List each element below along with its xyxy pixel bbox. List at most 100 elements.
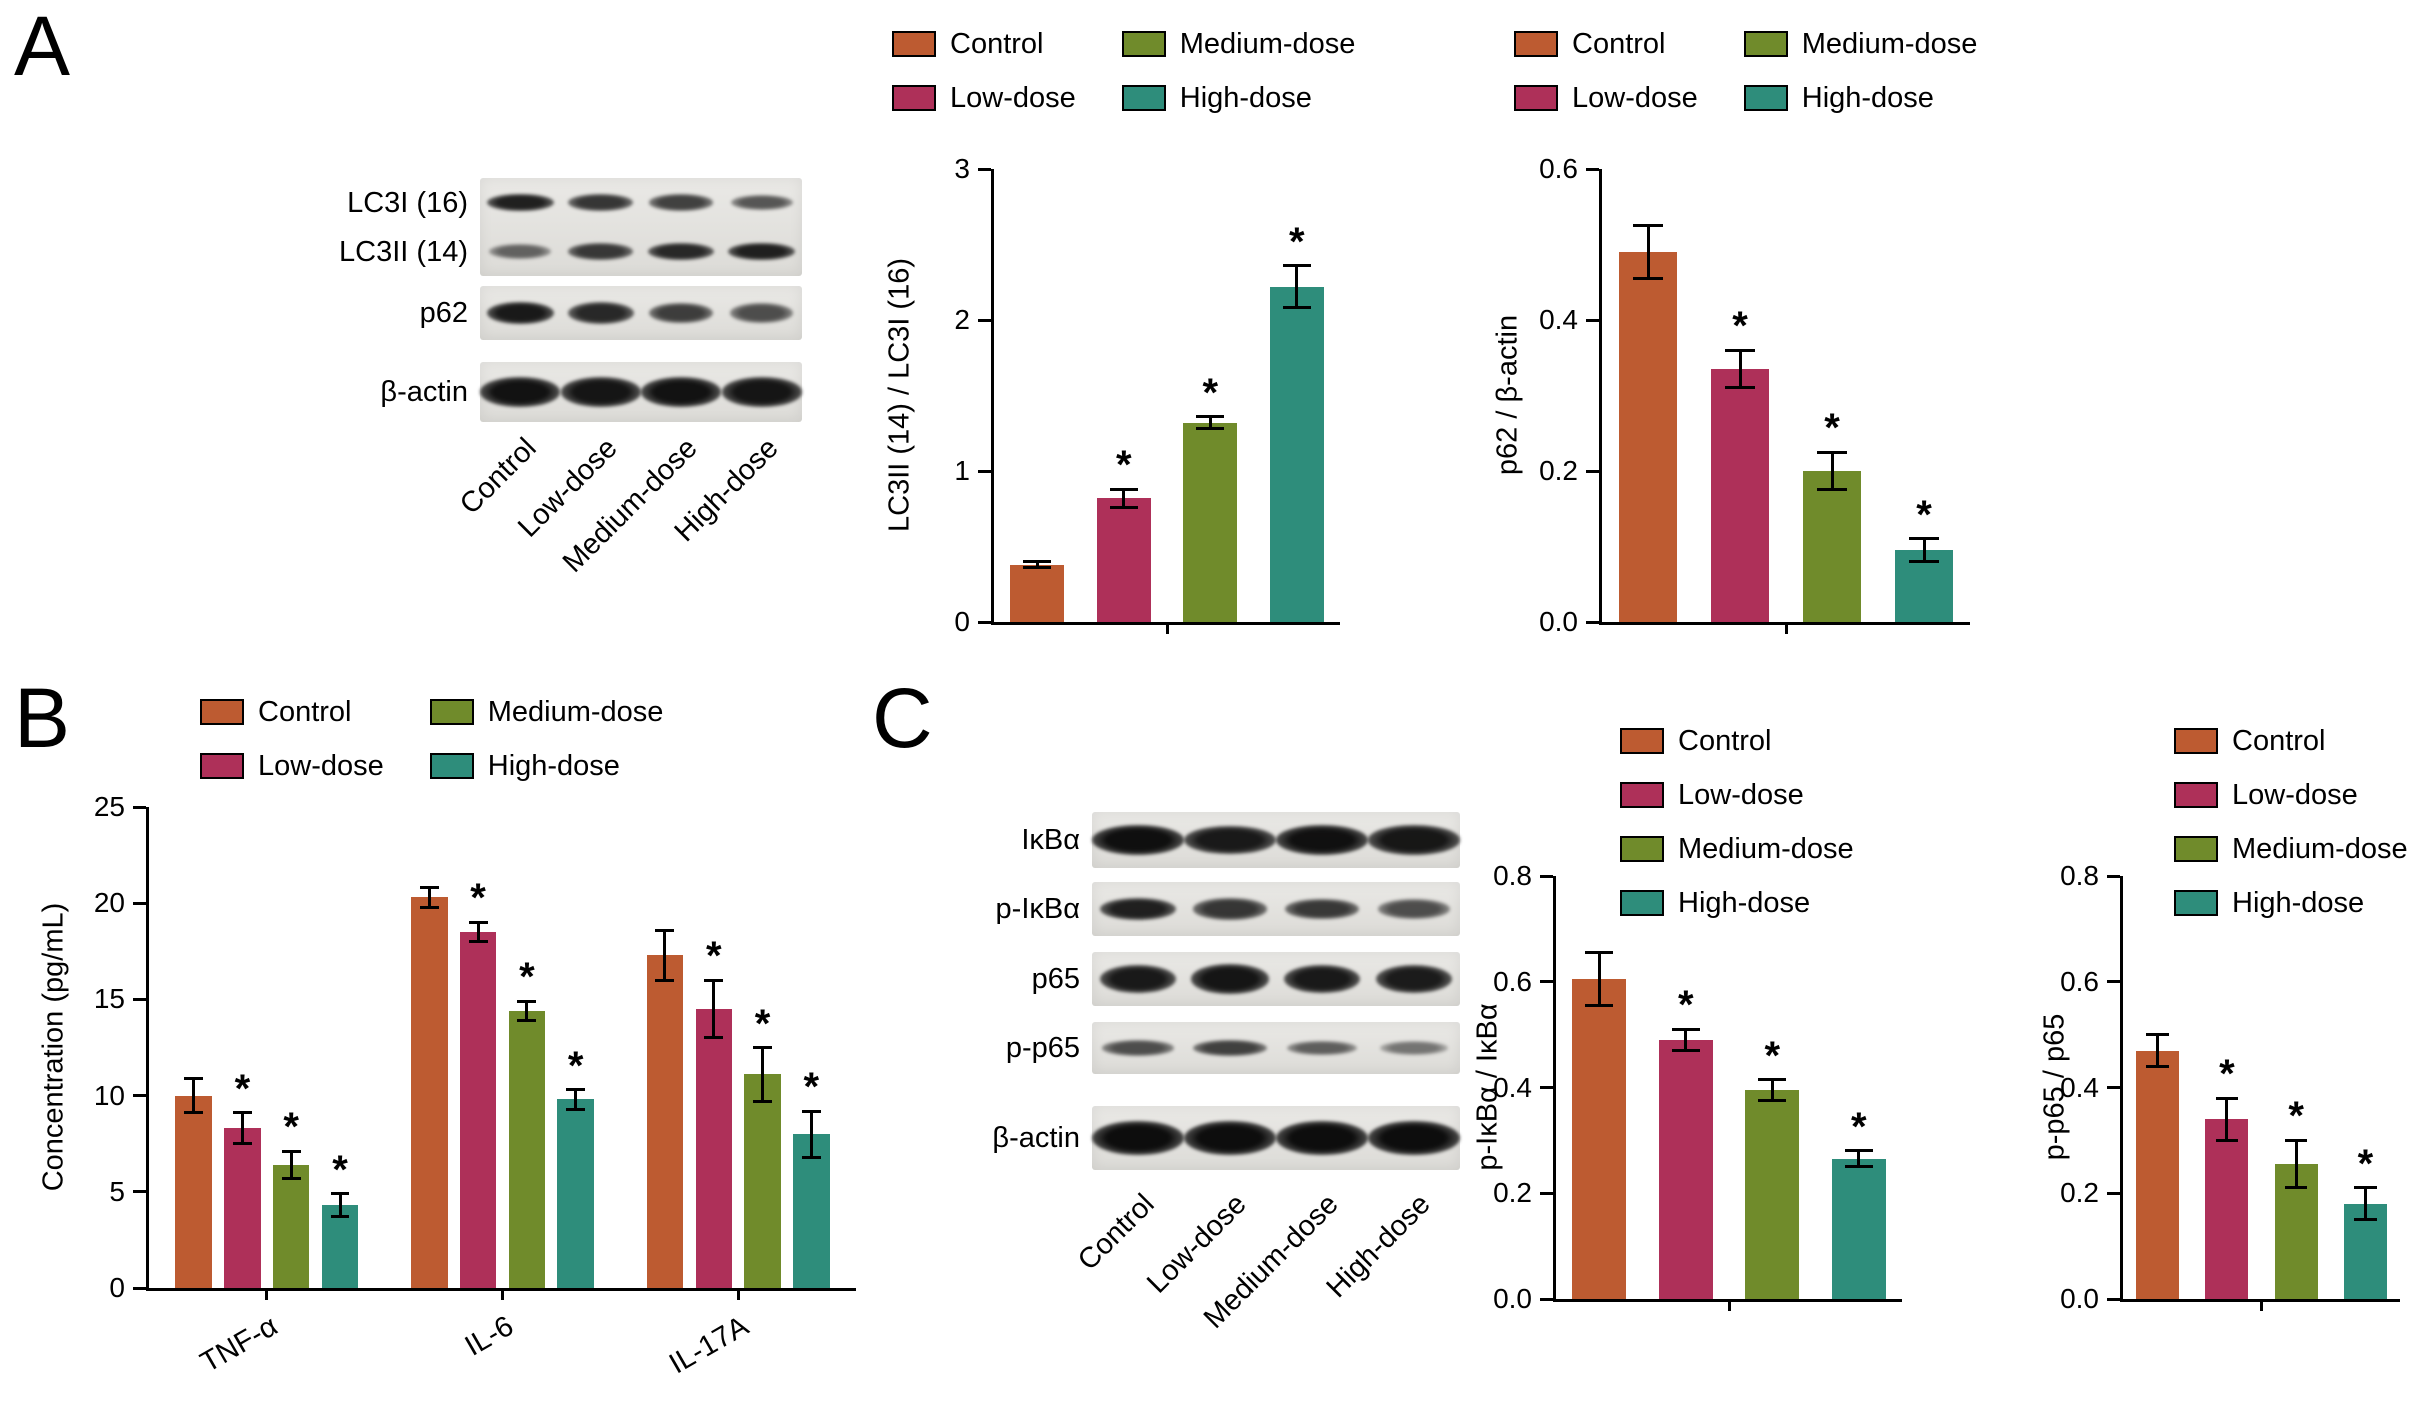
significance-star: * xyxy=(2357,1141,2374,1186)
error-cap-top xyxy=(2215,1096,2239,1100)
error-bar xyxy=(192,1078,196,1113)
y-tick-label: 0.8 xyxy=(2060,860,2099,891)
error-cap-top xyxy=(801,1109,821,1113)
error-cap-bottom xyxy=(281,1176,301,1180)
control-color-swatch xyxy=(2174,728,2218,754)
significance-star: * xyxy=(754,1001,771,1046)
protein-label: β-actin xyxy=(992,1122,1080,1154)
chart-legend: Control Low-dose Medium-dose High-dose xyxy=(892,28,1355,114)
blot-band xyxy=(1099,897,1176,921)
error-bar xyxy=(663,930,667,981)
significance-star: * xyxy=(332,1147,348,1192)
bar xyxy=(1658,1039,1713,1299)
blot-band xyxy=(1191,964,1269,994)
high-dose-color-swatch xyxy=(1743,85,1788,111)
protein-label: p-p65 xyxy=(1005,1032,1080,1064)
bar xyxy=(646,955,684,1288)
significance-star: * xyxy=(567,1043,584,1088)
error-bar xyxy=(1646,225,1650,279)
error-bar xyxy=(712,980,716,1038)
bar xyxy=(793,1134,830,1288)
x-tick-mark xyxy=(1165,625,1169,634)
medium-dose-color-swatch xyxy=(2174,836,2218,862)
blot-band xyxy=(1284,898,1359,920)
legend-item: Low-dose xyxy=(2174,779,2408,811)
error-cap-top xyxy=(1023,560,1052,564)
error-bar xyxy=(1922,538,1926,562)
y-tick-label: 15 xyxy=(93,983,125,1015)
error-cap-bottom xyxy=(1817,488,1847,492)
low-dose-color-swatch xyxy=(200,753,244,779)
control-color-swatch xyxy=(892,31,936,57)
error-bar xyxy=(1035,561,1039,568)
y-tick-label: 0 xyxy=(109,1272,125,1303)
error-cap-bottom xyxy=(1758,1099,1787,1103)
legend-item: Low-dose xyxy=(200,750,384,782)
y-tick-mark xyxy=(1540,1086,1553,1089)
y-tick-mark xyxy=(1586,620,1599,624)
significance-star: * xyxy=(283,1105,300,1150)
error-cap-top xyxy=(566,1088,586,1092)
legend-item: Medium-dose xyxy=(1121,28,1355,60)
blot-band xyxy=(1101,1040,1175,1056)
control-color-swatch xyxy=(200,699,244,725)
legend-item: High-dose xyxy=(1121,81,1356,114)
legend-label: Low-dose xyxy=(2232,778,2358,811)
y-tick-mark xyxy=(133,901,146,905)
error-cap-top xyxy=(1671,1027,1700,1031)
legend-item: Control xyxy=(892,28,1076,60)
y-tick-mark xyxy=(1586,167,1599,171)
chart-legend: Control Low-dose Medium-dose High-dose xyxy=(1514,28,1977,114)
error-cap-bottom xyxy=(655,978,675,982)
x-category-label: TNF-α xyxy=(195,1310,283,1380)
significance-star: * xyxy=(705,934,722,979)
legend-item: Control xyxy=(1620,725,1854,757)
bar xyxy=(1803,471,1861,622)
y-axis-label: p62 / β-actin xyxy=(1491,314,1524,476)
significance-star: * xyxy=(1732,304,1748,349)
error-cap-bottom xyxy=(2146,1064,2169,1068)
blot-band xyxy=(730,303,794,323)
error-cap-top xyxy=(1817,450,1847,454)
y-tick-label: 0.6 xyxy=(1493,965,1532,997)
protein-label: p-IκBα xyxy=(995,893,1080,925)
blot-band xyxy=(1286,1040,1358,1056)
error-bar xyxy=(574,1089,578,1110)
y-tick-mark xyxy=(1540,980,1553,984)
error-cap-top xyxy=(2284,1138,2308,1142)
error-cap-bottom xyxy=(1909,560,1939,564)
error-bar xyxy=(1738,350,1742,388)
error-cap-bottom xyxy=(1109,505,1138,509)
p-ikba-ratio-chart: p-IκBα / IκBα Control Low-dose Medium-dose… xyxy=(1470,720,1940,1425)
error-cap-top xyxy=(1909,537,1939,541)
legend-label: Medium-dose xyxy=(487,695,664,728)
legend-item: High-dose xyxy=(2174,887,2408,919)
blot-membrane-p65 xyxy=(1092,952,1460,1006)
error-cap-bottom xyxy=(566,1107,586,1111)
error-cap-bottom xyxy=(232,1142,252,1146)
y-tick-label: 5 xyxy=(109,1175,125,1207)
protein-label: p65 xyxy=(1031,963,1080,995)
error-cap-bottom xyxy=(704,1036,724,1040)
y-tick-label: 10 xyxy=(93,1079,125,1111)
blot-band xyxy=(1192,898,1268,920)
error-cap-bottom xyxy=(753,1099,773,1103)
error-bar xyxy=(1857,1150,1861,1167)
significance-star: * xyxy=(1824,406,1840,451)
error-bar xyxy=(1208,416,1212,429)
legend-label: High-dose xyxy=(1179,81,1312,114)
error-cap-bottom xyxy=(1844,1165,1873,1169)
y-tick-label: 0.2 xyxy=(2060,1177,2099,1209)
legend-item: High-dose xyxy=(1743,82,1978,114)
high-dose-color-swatch xyxy=(2174,890,2218,916)
western-blot-lc3-p62: LC3I (16) LC3II (14) p62 β-actin Control Low-… xyxy=(300,170,820,640)
bar xyxy=(1711,369,1769,622)
bar xyxy=(1745,1090,1800,1299)
bar xyxy=(321,1205,359,1288)
significance-star: * xyxy=(234,1066,251,1111)
x-tick-mark xyxy=(736,1291,740,1300)
y-tick-label: 0.0 xyxy=(1493,1283,1532,1314)
error-cap-bottom xyxy=(1196,427,1225,431)
y-tick-mark xyxy=(1586,318,1599,322)
blot-band xyxy=(567,302,634,324)
